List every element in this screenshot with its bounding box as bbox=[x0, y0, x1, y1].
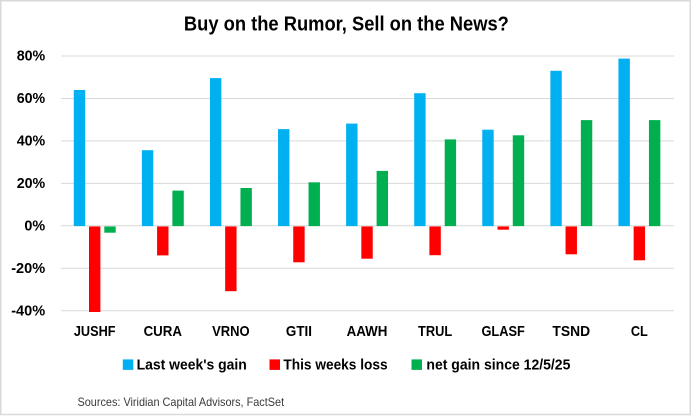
svg-text:60%: 60% bbox=[17, 90, 46, 107]
svg-text:20%: 20% bbox=[17, 175, 46, 192]
svg-text:GTII: GTII bbox=[286, 323, 312, 340]
svg-text:Last week's gain: Last week's gain bbox=[137, 356, 247, 373]
svg-text:CURA: CURA bbox=[144, 323, 183, 340]
svg-text:Buy on the Rumor, Sell on the: Buy on the Rumor, Sell on the News? bbox=[184, 13, 509, 36]
svg-text:TSND: TSND bbox=[552, 323, 590, 340]
svg-text:JUSHF: JUSHF bbox=[74, 323, 116, 340]
svg-text:AAWH: AAWH bbox=[347, 323, 388, 340]
svg-text:net gain since 12/5/25: net gain since 12/5/25 bbox=[426, 356, 570, 373]
svg-text:VRNO: VRNO bbox=[212, 323, 250, 340]
svg-text:GLASF: GLASF bbox=[481, 323, 524, 340]
svg-text:-20%: -20% bbox=[11, 260, 45, 277]
svg-text:-40%: -40% bbox=[11, 302, 45, 319]
svg-text:80%: 80% bbox=[17, 48, 46, 65]
svg-text:CL: CL bbox=[631, 323, 648, 340]
svg-text:TRUL: TRUL bbox=[418, 323, 452, 340]
svg-text:This weeks loss: This weeks loss bbox=[283, 356, 387, 373]
svg-text:40%: 40% bbox=[17, 133, 46, 150]
svg-text:0%: 0% bbox=[24, 217, 45, 234]
svg-text:Sources: Viridian Capital Advi: Sources: Viridian Capital Advisors, Fact… bbox=[78, 395, 285, 409]
